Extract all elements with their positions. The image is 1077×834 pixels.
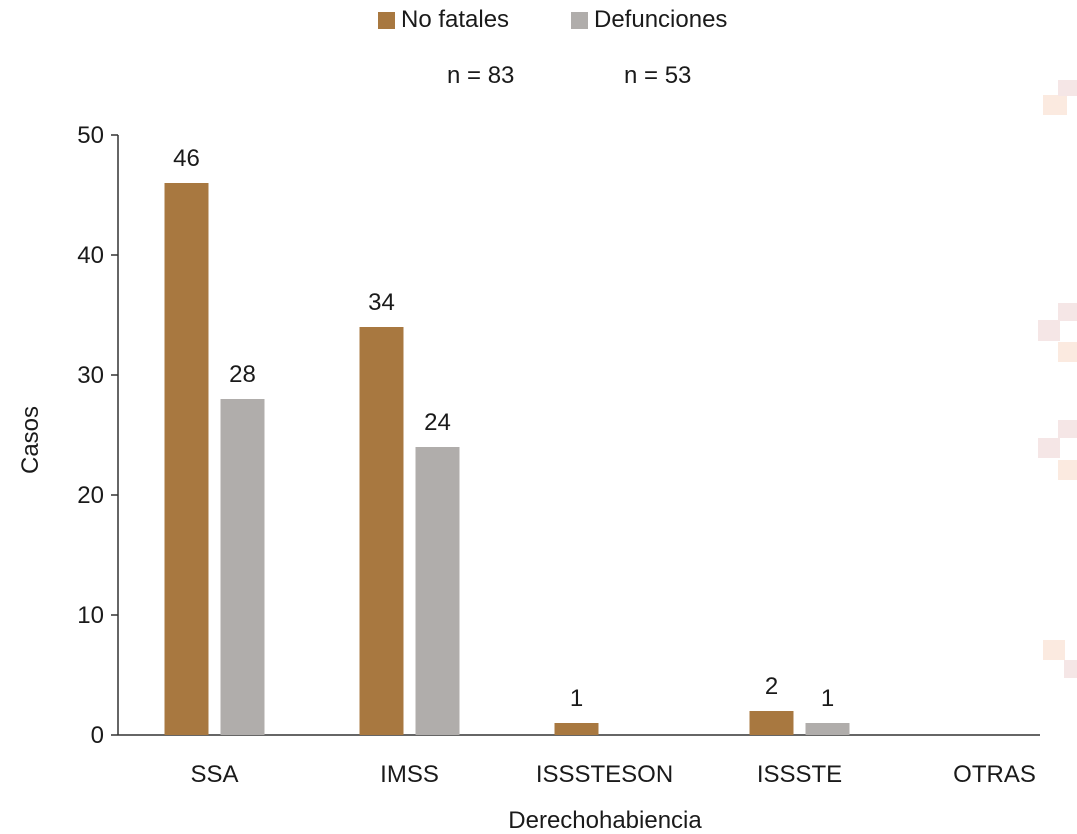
y-tick-label: 40 — [77, 242, 104, 269]
data-label: 46 — [173, 145, 200, 172]
y-tick-label: 0 — [91, 722, 104, 749]
legend-item-no-fatales: No fatales — [378, 6, 509, 34]
data-label: 1 — [821, 685, 834, 712]
data-label: 2 — [765, 673, 778, 700]
data-label: 1 — [570, 685, 583, 712]
bar-no-fatales — [749, 711, 794, 735]
x-tick-label: ISSSTESON — [536, 761, 673, 788]
bar-no-fatales — [554, 723, 599, 735]
count-defunciones: n = 53 — [624, 62, 692, 89]
legend-swatch-no-fatales — [378, 11, 395, 29]
bar-no-fatales — [359, 327, 404, 735]
legend-swatch-defunciones — [571, 11, 588, 29]
x-tick-label: OTRAS — [953, 761, 1036, 788]
bar-no-fatales — [164, 183, 209, 735]
y-tick-label: 50 — [77, 122, 104, 149]
x-tick-label: IMSS — [380, 761, 439, 788]
background-decoration — [1038, 80, 1077, 678]
y-tick-label: 20 — [77, 482, 104, 509]
legend-label-no-fatales: No fatales — [401, 6, 510, 33]
y-tick-label: 30 — [77, 362, 104, 389]
y-tick-label: 10 — [77, 602, 104, 629]
bar-defunciones — [415, 447, 460, 735]
bar-defunciones — [805, 723, 850, 735]
data-label: 24 — [424, 409, 451, 436]
x-tick-label: ISSSTE — [757, 761, 842, 788]
legend-label-defunciones: Defunciones — [594, 6, 728, 33]
x-axis-label: Derechohabiencia — [508, 807, 702, 834]
data-label: 28 — [229, 361, 256, 388]
data-label: 34 — [368, 289, 395, 316]
bar-defunciones — [220, 399, 265, 735]
y-axis-label: Casos — [17, 406, 44, 474]
count-no-fatales: n = 83 — [447, 62, 515, 89]
legend-item-defunciones: Defunciones — [571, 6, 727, 34]
x-tick-label: SSA — [190, 761, 238, 788]
